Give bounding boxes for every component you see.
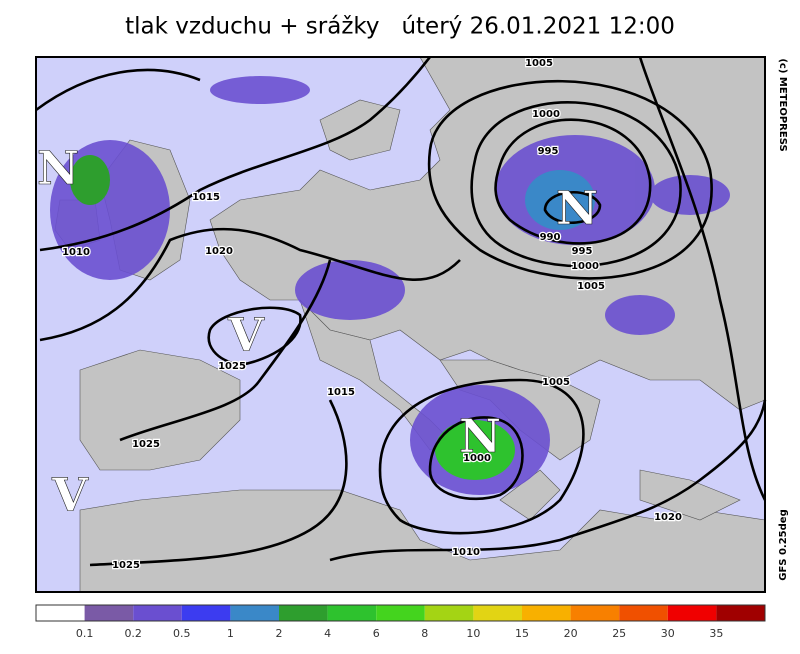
colorbar-label: 0.2 (124, 627, 142, 640)
isobar-label: 1015 (327, 387, 355, 398)
land-area (639, 469, 741, 521)
colorbar-swatch (133, 605, 182, 621)
isobar-label: 995 (572, 246, 593, 257)
colorbar-label: 25 (612, 627, 626, 640)
colorbar-swatch (473, 605, 522, 621)
isobar-label: 1005 (542, 377, 570, 388)
colorbar-label: 4 (324, 627, 331, 640)
isobars (35, 56, 767, 567)
colorbar-swatch (570, 605, 620, 621)
colorbar-swatch (181, 605, 231, 621)
isobar-label: 1025 (218, 361, 246, 372)
isobar-label: 1020 (654, 512, 682, 523)
isobar-label: 1000 (463, 453, 491, 464)
precip-area (210, 76, 310, 104)
isobar-label: 1025 (132, 439, 160, 450)
colorbar-label: 0.1 (76, 627, 94, 640)
colorbar-label: 10 (466, 627, 480, 640)
colorbar-label: 1 (227, 627, 234, 640)
isobar-label: 1010 (452, 547, 480, 558)
precip-area (295, 260, 405, 320)
colorbar-swatch (667, 605, 717, 621)
colorbar-label: 2 (276, 627, 283, 640)
land-area (79, 489, 766, 593)
colorbar-swatch (376, 605, 425, 621)
colorbar-label: 15 (515, 627, 529, 640)
colorbar-swatch (716, 605, 765, 621)
pressure-center: V (51, 468, 89, 522)
colorbar-swatch (522, 605, 571, 621)
isobar-label: 1000 (532, 109, 560, 120)
isobar-label: 1015 (192, 192, 220, 203)
isobar-label: 1000 (571, 261, 599, 272)
colorbar-swatch (424, 605, 474, 621)
isobar-label: 1010 (62, 247, 90, 258)
isobar-label: 1025 (112, 560, 140, 571)
pressure-center: N (556, 181, 598, 235)
precip-core (70, 155, 595, 480)
colorbar-label: 6 (373, 627, 380, 640)
colorbar-label: 8 (421, 627, 428, 640)
isobar-label: 990 (540, 232, 561, 243)
colorbar-swatch (619, 605, 668, 621)
land-area (319, 99, 401, 161)
pressure-center: N (459, 409, 501, 463)
isobar-label: 1005 (525, 58, 553, 69)
colorbar-swatch (327, 605, 377, 621)
colorbar-swatch (279, 605, 328, 621)
colorbar-label: 30 (661, 627, 675, 640)
model-label: GFS 0.25deg (778, 509, 789, 581)
isobar-label: 1005 (577, 281, 605, 292)
colorbar-swatch (84, 605, 134, 621)
map-frame (35, 56, 766, 593)
pressure-center: V (227, 308, 265, 362)
colorbar-label: 35 (709, 627, 723, 640)
precip-area (605, 295, 675, 335)
title: tlak vzduchu + srážky úterý 26.01.2021 1… (125, 14, 675, 40)
credit: (c) METEOPRESS (777, 58, 788, 151)
map: N N N V V 1005 1000 995 990 995 1000 1005 1015 1010 10… (35, 56, 767, 593)
colorbar-label: 0.5 (173, 627, 191, 640)
colorbar-swatch (230, 605, 279, 621)
colorbar-frame (35, 604, 766, 622)
colorbar: 0.1 0.2 0.5 1 2 4 6 8 10 15 20 25 30 35 (35, 604, 766, 640)
colorbar-label: 20 (564, 627, 578, 640)
colorbar-swatch (36, 605, 85, 621)
isobar-label: 1020 (205, 246, 233, 257)
pressure-center: N (37, 141, 79, 195)
isobar-label: 995 (538, 146, 559, 157)
